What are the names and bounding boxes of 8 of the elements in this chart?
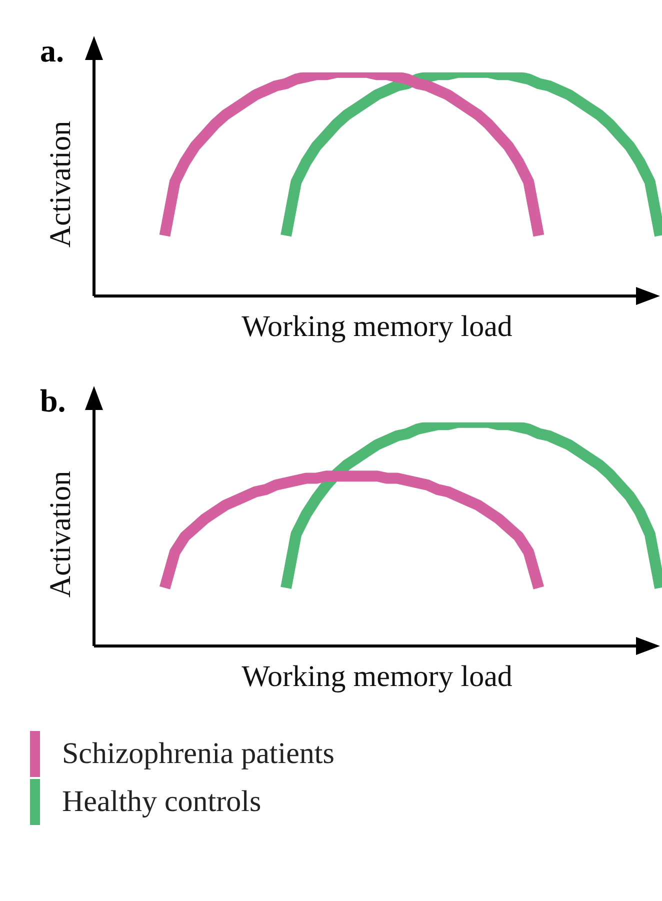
y-axis-title: Activation: [44, 470, 77, 598]
x-axis-title: Working memory load: [242, 310, 512, 343]
x-axis-title: Working memory load: [242, 660, 512, 693]
legend-label: Schizophrenia patients: [62, 737, 334, 771]
chart-title: b.: [40, 382, 66, 418]
chart-title: a.: [40, 32, 64, 68]
y-axis-title: Activation: [44, 120, 77, 248]
legend-label: Healthy controls: [62, 785, 262, 819]
